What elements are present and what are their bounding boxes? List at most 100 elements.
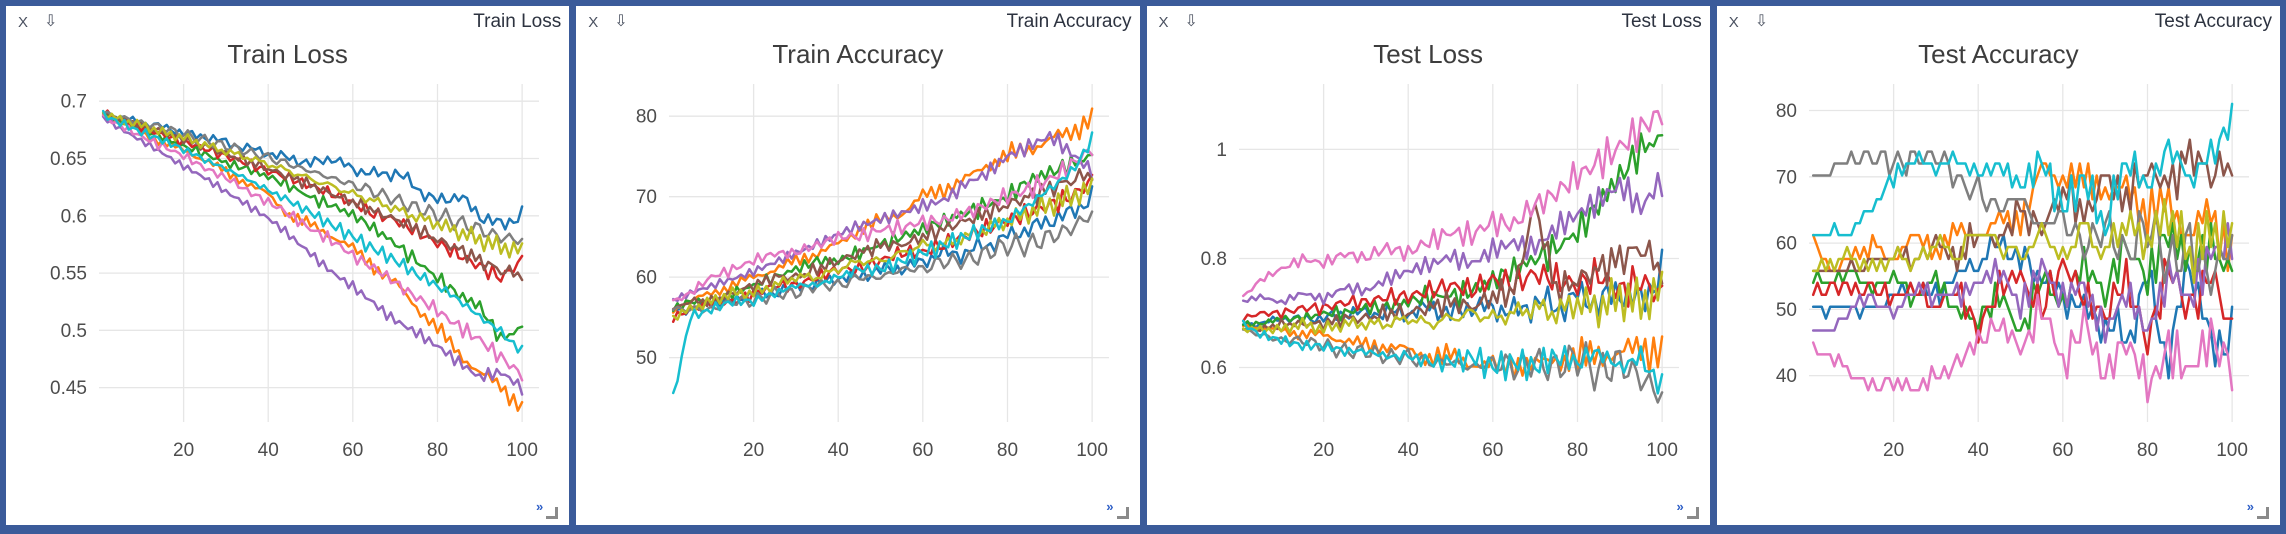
series-line-green [671,153,1094,313]
window-titlebar: X ⇩ Test Loss [1155,11,1702,33]
svg-text:40: 40 [828,440,849,461]
series-line-cyan [1812,102,2234,237]
window-title: Test Loss [1621,11,1702,32]
series-line-blue [101,112,523,231]
window-titlebar: X ⇩ Train Accuracy [584,11,1131,33]
svg-text:100: 100 [1646,440,1678,461]
svg-text:70: 70 [636,187,657,208]
svg-text:70: 70 [1776,167,1797,188]
svg-text:60: 60 [1776,234,1797,255]
resize-grip-icon[interactable] [2257,507,2269,519]
close-button[interactable]: X [18,13,29,31]
series-line-cyan [671,131,1094,395]
chart-canvas: 20 40 60 80 100 0.6 0.8 1 [1201,84,1680,461]
window-footer: » [1155,500,1702,521]
window-train-accuracy: X ⇩ Train Accuracy Train Accuracy 20 40 60… [576,6,1140,525]
series-line-blue [671,185,1094,316]
svg-text:0.6: 0.6 [1201,358,1227,379]
series-line-cyan [1242,319,1664,395]
svg-text:0.5: 0.5 [60,321,86,342]
series-line-brown [671,167,1094,311]
expand-toolbar-icon[interactable]: » [1106,499,1114,514]
minimize-arrow-icon[interactable]: ⇩ [1184,13,1198,30]
window-title: Train Loss [473,11,562,32]
chart-title: Test Loss [1373,39,1484,69]
chart-canvas: 20 40 60 80 100 0.45 0.5 0.55 0.6 0.65 0.7 [50,84,539,461]
svg-text:1: 1 [1217,140,1228,161]
series-line-brown [1242,203,1664,333]
chart-title: Train Loss [227,39,348,69]
svg-text:20: 20 [173,440,194,461]
svg-text:100: 100 [1076,440,1108,461]
close-button[interactable]: X [588,13,599,31]
svg-text:40: 40 [257,440,278,461]
series-line-brown [1812,138,2234,273]
series-line-pink [1812,293,2234,404]
close-button[interactable]: X [1158,13,1169,31]
svg-text:50: 50 [636,348,657,369]
chart-title: Test Accuracy [1918,39,2079,69]
svg-text:20: 20 [1883,440,1904,461]
series-line-olive [1242,270,1664,335]
svg-text:80: 80 [636,107,657,128]
svg-text:100: 100 [2217,440,2249,461]
resize-grip-icon[interactable] [546,507,559,519]
series-line-orange [1242,323,1664,381]
close-button[interactable]: X [1728,13,1739,31]
minimize-arrow-icon[interactable]: ⇩ [44,13,58,30]
series-line-gray [1242,327,1664,404]
series-line-green [1812,221,2234,332]
series-line-olive [101,111,523,259]
window-titlebar: X ⇩ Train Loss [14,11,561,33]
line-chart-test-accuracy: 20 40 60 80 100 40 50 60 70 80 [1725,72,2272,470]
chart-title: Train Accuracy [772,39,944,69]
svg-text:80: 80 [1776,101,1797,122]
expand-toolbar-icon[interactable]: » [2246,499,2254,514]
svg-text:60: 60 [636,268,657,289]
svg-text:40: 40 [1776,366,1797,387]
series-line-gray [671,210,1094,314]
series-line-pink [1242,109,1664,298]
window-footer: » [14,500,561,521]
series-line-cyan [101,109,523,354]
svg-text:20: 20 [743,440,764,461]
minimize-arrow-icon[interactable]: ⇩ [614,13,628,30]
window-footer: » [1725,500,2272,521]
svg-text:80: 80 [1567,440,1588,461]
svg-text:40: 40 [1398,440,1419,461]
window-test-loss: X ⇩ Test Loss Test Loss 20 40 60 80 100 0.6 0.… [1146,6,1710,525]
svg-text:60: 60 [2053,440,2074,461]
svg-text:0.65: 0.65 [50,149,87,170]
svg-text:60: 60 [1482,440,1503,461]
svg-text:80: 80 [997,440,1018,461]
series-line-purple [101,115,523,396]
line-chart-train-loss: 20 40 60 80 100 0.45 0.5 0.55 0.6 0.65 0.7 [14,72,561,470]
svg-text:40: 40 [1968,440,1989,461]
svg-text:0.6: 0.6 [60,206,86,227]
svg-text:60: 60 [342,440,363,461]
line-chart-test-loss: 20 40 60 80 100 0.6 0.8 1 [1155,72,1702,470]
svg-text:20: 20 [1313,440,1334,461]
chart-canvas: 20 40 60 80 100 50 60 70 80 [636,84,1109,461]
resize-grip-icon[interactable] [1116,507,1129,519]
svg-text:0.55: 0.55 [50,264,87,285]
svg-text:0.8: 0.8 [1201,249,1227,270]
series-line-purple [671,130,1094,303]
expand-toolbar-icon[interactable]: » [1676,499,1684,514]
series-line-pink [671,148,1094,302]
svg-text:80: 80 [427,440,448,461]
window-test-accuracy: X ⇩ Test Accuracy Test Accuracy 20 40 60 80… [1716,6,2280,525]
series-line-gray [1812,150,2234,297]
minimize-arrow-icon[interactable]: ⇩ [1754,13,1769,30]
window-titlebar: X ⇩ Test Accuracy [1725,11,2272,33]
chart-canvas: 20 40 60 80 100 40 50 60 70 80 [1776,84,2250,461]
resize-grip-icon[interactable] [1686,507,1699,519]
series-line-purple [1242,171,1664,306]
series-line-pink [101,113,523,382]
window-footer: » [584,500,1131,521]
window-title: Train Accuracy [1006,11,1132,32]
expand-toolbar-icon[interactable]: » [536,499,544,514]
window-train-loss: X ⇩ Train Loss Train Loss 20 40 60 80 100 0.4… [6,6,570,525]
svg-text:0.45: 0.45 [50,378,87,399]
